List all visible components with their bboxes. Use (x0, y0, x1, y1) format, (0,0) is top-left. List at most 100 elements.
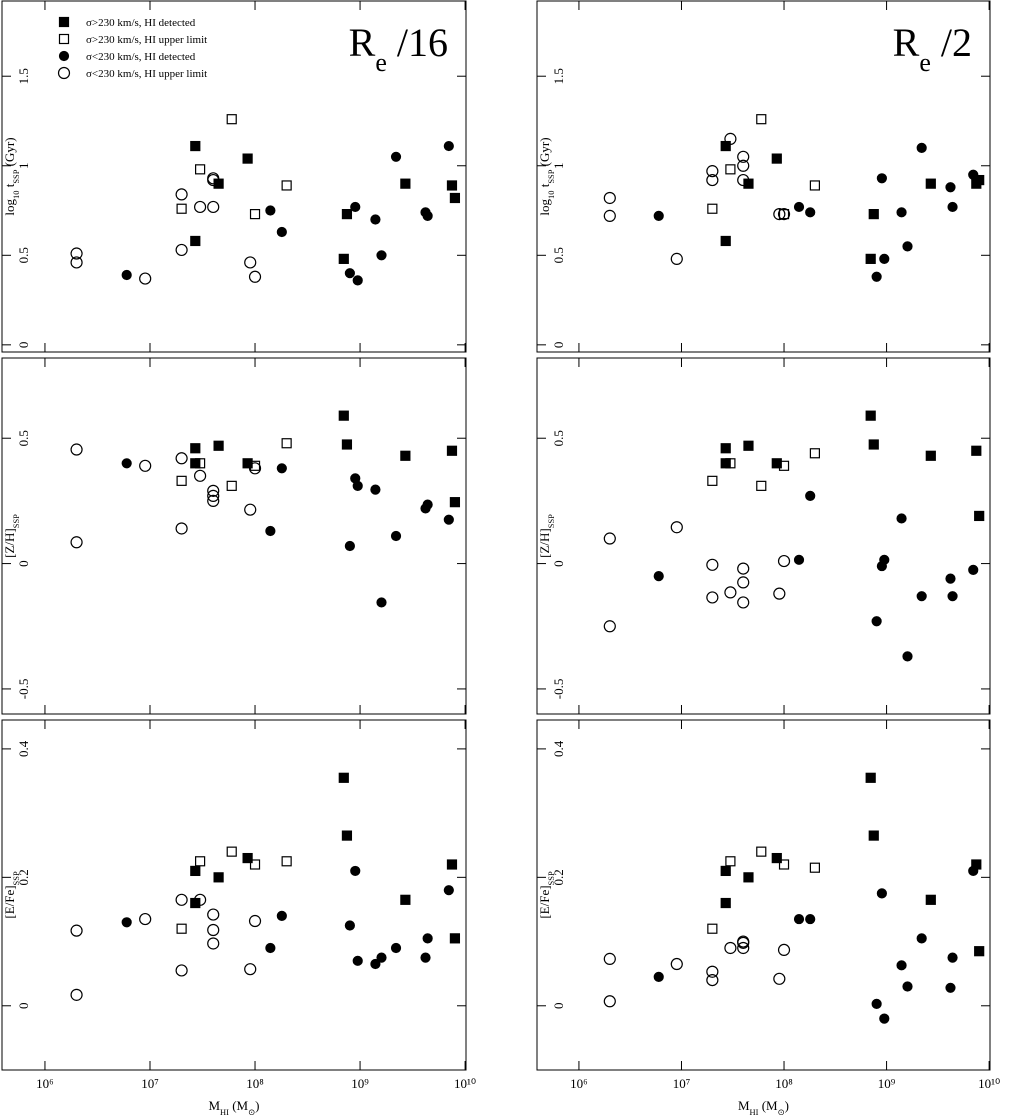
y-tick-label: -0.5 (551, 679, 566, 700)
point (226, 114, 237, 125)
text-part: (M (229, 1098, 249, 1113)
point (773, 972, 786, 985)
point (443, 514, 454, 525)
y-tick-label: 0 (16, 560, 31, 567)
legend-marker (58, 33, 70, 45)
point (176, 923, 187, 934)
point (276, 226, 287, 238)
point (865, 772, 876, 783)
point (194, 893, 207, 906)
x-axis-label: MHI (M⊙) (738, 1098, 789, 1115)
y-tick-label: 0.5 (551, 247, 566, 263)
point (207, 200, 220, 214)
point (778, 859, 790, 870)
point (603, 191, 616, 205)
point (70, 924, 83, 937)
point (868, 439, 879, 450)
point (139, 459, 152, 472)
point (443, 140, 454, 152)
point (809, 862, 820, 873)
point (400, 178, 411, 189)
point (865, 410, 876, 421)
point (778, 460, 790, 471)
point (422, 933, 433, 944)
point (809, 448, 820, 459)
text-part: R (349, 20, 376, 65)
point (947, 201, 958, 213)
x-tick-label: 10⁷ (141, 1076, 159, 1091)
text-part: (M (758, 1098, 778, 1113)
point (743, 872, 754, 883)
point (207, 923, 220, 937)
point (879, 253, 890, 264)
point (139, 272, 152, 285)
point (422, 210, 433, 221)
y-axis-label: [Z/H]SSP (2, 514, 21, 558)
subscript: SSP (11, 871, 21, 885)
point (720, 865, 731, 877)
point (175, 188, 188, 201)
point (945, 182, 956, 193)
point (653, 971, 664, 982)
panel-label: Re /16 (349, 20, 448, 77)
point (896, 960, 907, 971)
panel-frame (1, 719, 467, 1071)
point (805, 490, 816, 501)
text-part: M (208, 1098, 220, 1113)
point (773, 587, 786, 600)
point (248, 270, 262, 283)
point (207, 173, 220, 187)
point (706, 591, 719, 604)
point (724, 132, 737, 145)
point (974, 510, 985, 522)
point (756, 114, 767, 125)
point (244, 963, 257, 976)
point (945, 573, 956, 584)
point (737, 596, 750, 609)
legend-marker (57, 66, 71, 80)
subscript: SSP (546, 871, 556, 885)
point (777, 208, 791, 221)
point (213, 872, 224, 883)
panel-label: Re /2 (893, 20, 972, 77)
panel-frame (536, 0, 991, 353)
text-part: [E/Fe] (537, 885, 552, 918)
point (653, 571, 664, 582)
point (176, 475, 187, 486)
point (207, 484, 220, 497)
point (725, 164, 736, 175)
point (720, 140, 731, 152)
y-tick-label: 1 (16, 163, 31, 170)
panel: -0.5 0 0.5 [Z/H]SSP (536, 357, 991, 715)
point (121, 269, 132, 281)
point (707, 475, 718, 486)
point (265, 525, 276, 537)
point (341, 439, 353, 450)
point (248, 462, 262, 475)
y-tick-label: 0 (16, 1003, 31, 1010)
legend-marker (58, 50, 70, 62)
text-part: t (537, 183, 552, 190)
y-tick-label: 0.5 (16, 247, 31, 263)
point (805, 913, 816, 925)
y-tick-label: 1.5 (551, 68, 566, 84)
point (737, 159, 750, 172)
point (207, 494, 220, 508)
point (925, 894, 936, 905)
point (793, 913, 805, 925)
point (706, 973, 719, 987)
point (793, 201, 805, 213)
subscript: HI (220, 1107, 229, 1115)
point (793, 554, 805, 565)
point (707, 203, 718, 214)
point (338, 253, 349, 264)
text-part: t (2, 183, 17, 190)
x-tick-label: 10⁶ (36, 1076, 54, 1091)
point (376, 952, 387, 963)
point (809, 180, 820, 191)
point (706, 165, 719, 178)
point (706, 558, 719, 571)
point (139, 912, 152, 926)
text-part: /16 (387, 20, 448, 65)
